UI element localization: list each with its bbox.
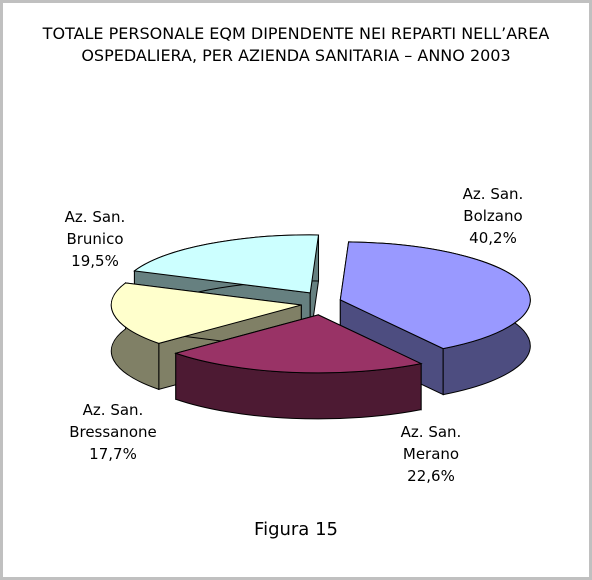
slice	[133, 234, 320, 294]
slice-label: Az. San. Brunico 19,5%	[47, 206, 143, 272]
slice	[174, 314, 423, 374]
caption: Figura 15	[254, 519, 338, 540]
slice	[110, 282, 302, 344]
value-label: 40,2%	[469, 229, 517, 247]
slice-label: Az. San. Merano 22,6%	[383, 421, 479, 487]
category-label: Az. San. Merano	[400, 423, 462, 463]
category-label: Az. San. Bressanone	[69, 401, 157, 441]
value-label: 17,7%	[89, 445, 137, 463]
category-label: Az. San. Bolzano	[462, 185, 524, 225]
slice-label: Az. San. Bolzano 40,2%	[445, 183, 541, 249]
chart-title: TOTALE PERSONALE EQM DIPENDENTE NEI REPA…	[42, 24, 550, 65]
value-label: 22,6%	[407, 467, 455, 485]
slice-label: Az. San. Bressanone 17,7%	[65, 399, 161, 465]
category-label: Az. San. Brunico	[64, 208, 126, 248]
value-label: 19,5%	[71, 252, 119, 270]
pie-plot	[110, 234, 531, 420]
slice	[339, 241, 531, 350]
